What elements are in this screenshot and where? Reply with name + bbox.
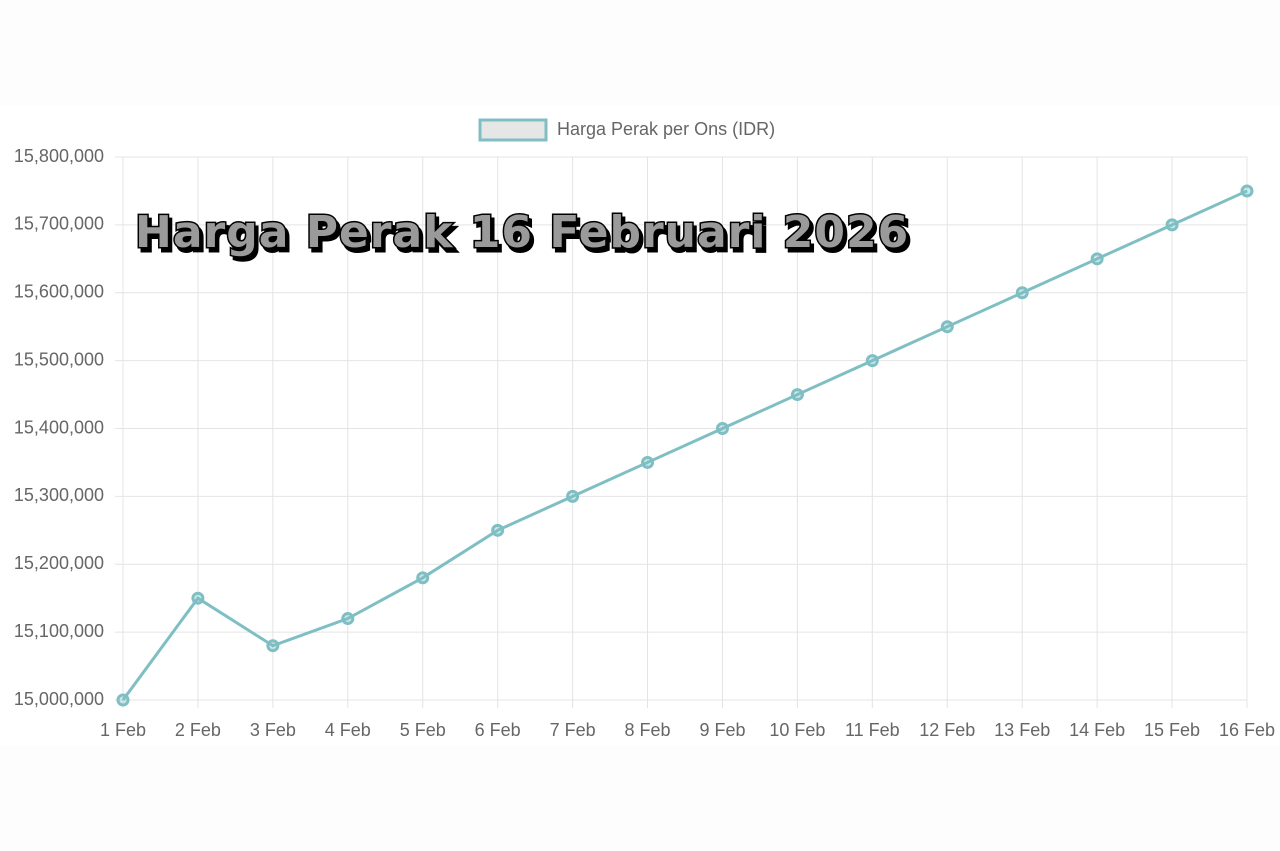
- line: [121, 189, 1248, 701]
- y-tick-label: 15,800,000: [14, 146, 104, 166]
- x-tick-label: 10 Feb: [769, 720, 825, 740]
- point: [1165, 218, 1179, 232]
- y-tick-label: 15,200,000: [14, 553, 104, 573]
- x-tick-label: 4 Feb: [325, 720, 371, 740]
- point: [266, 639, 280, 653]
- point: [790, 388, 804, 402]
- x-tick-label: 2 Feb: [175, 720, 221, 740]
- x-tick-label: 1 Feb: [100, 720, 146, 740]
- point: [416, 571, 430, 585]
- y-tick-label: 15,400,000: [14, 417, 104, 437]
- x-tick-label: 11 Feb: [845, 720, 900, 740]
- y-tick-label: 15,100,000: [14, 621, 104, 641]
- x-tick-label: 15 Feb: [1144, 720, 1200, 740]
- x-tick-label: 5 Feb: [400, 720, 446, 740]
- y-tick-label: 15,700,000: [14, 214, 104, 234]
- point: [1240, 184, 1254, 198]
- point: [191, 591, 205, 605]
- x-tick-label: 6 Feb: [475, 720, 521, 740]
- x-tick-label: 3 Feb: [250, 720, 296, 740]
- x-tick-label: 7 Feb: [550, 720, 596, 740]
- x-tick-label: 14 Feb: [1069, 720, 1125, 740]
- x-tick-label: 12 Feb: [919, 720, 975, 740]
- point: [715, 422, 729, 435]
- point: [865, 354, 879, 368]
- legend-swatch: [478, 118, 548, 142]
- point: [641, 455, 655, 469]
- chart-background: [0, 105, 1280, 745]
- point: [116, 693, 130, 707]
- plot-area: 15,000,000 15,100,000 15,200,000 15,300,000…: [14, 146, 1275, 740]
- chart-title: Harga Perak 16 Februari 2026: [135, 207, 909, 258]
- point: [491, 523, 505, 537]
- legend-label: Harga Perak per Ons (IDR): [557, 119, 775, 139]
- y-tick-label: 15,500,000: [14, 349, 104, 369]
- x-tick-label: 16 Feb: [1219, 720, 1275, 740]
- x-tick-label: 8 Feb: [625, 720, 671, 740]
- y-tick-label: 15,000,000: [14, 689, 104, 709]
- y-tick-label: 15,600,000: [14, 282, 104, 302]
- point: [341, 612, 355, 626]
- x-tick-label: 9 Feb: [699, 720, 745, 740]
- point: [566, 489, 580, 503]
- y-tick-label: 15,300,000: [14, 485, 104, 505]
- point: [1015, 286, 1029, 300]
- point: [940, 320, 954, 334]
- x-tick-label: 13 Feb: [994, 720, 1050, 740]
- point: [1090, 252, 1104, 266]
